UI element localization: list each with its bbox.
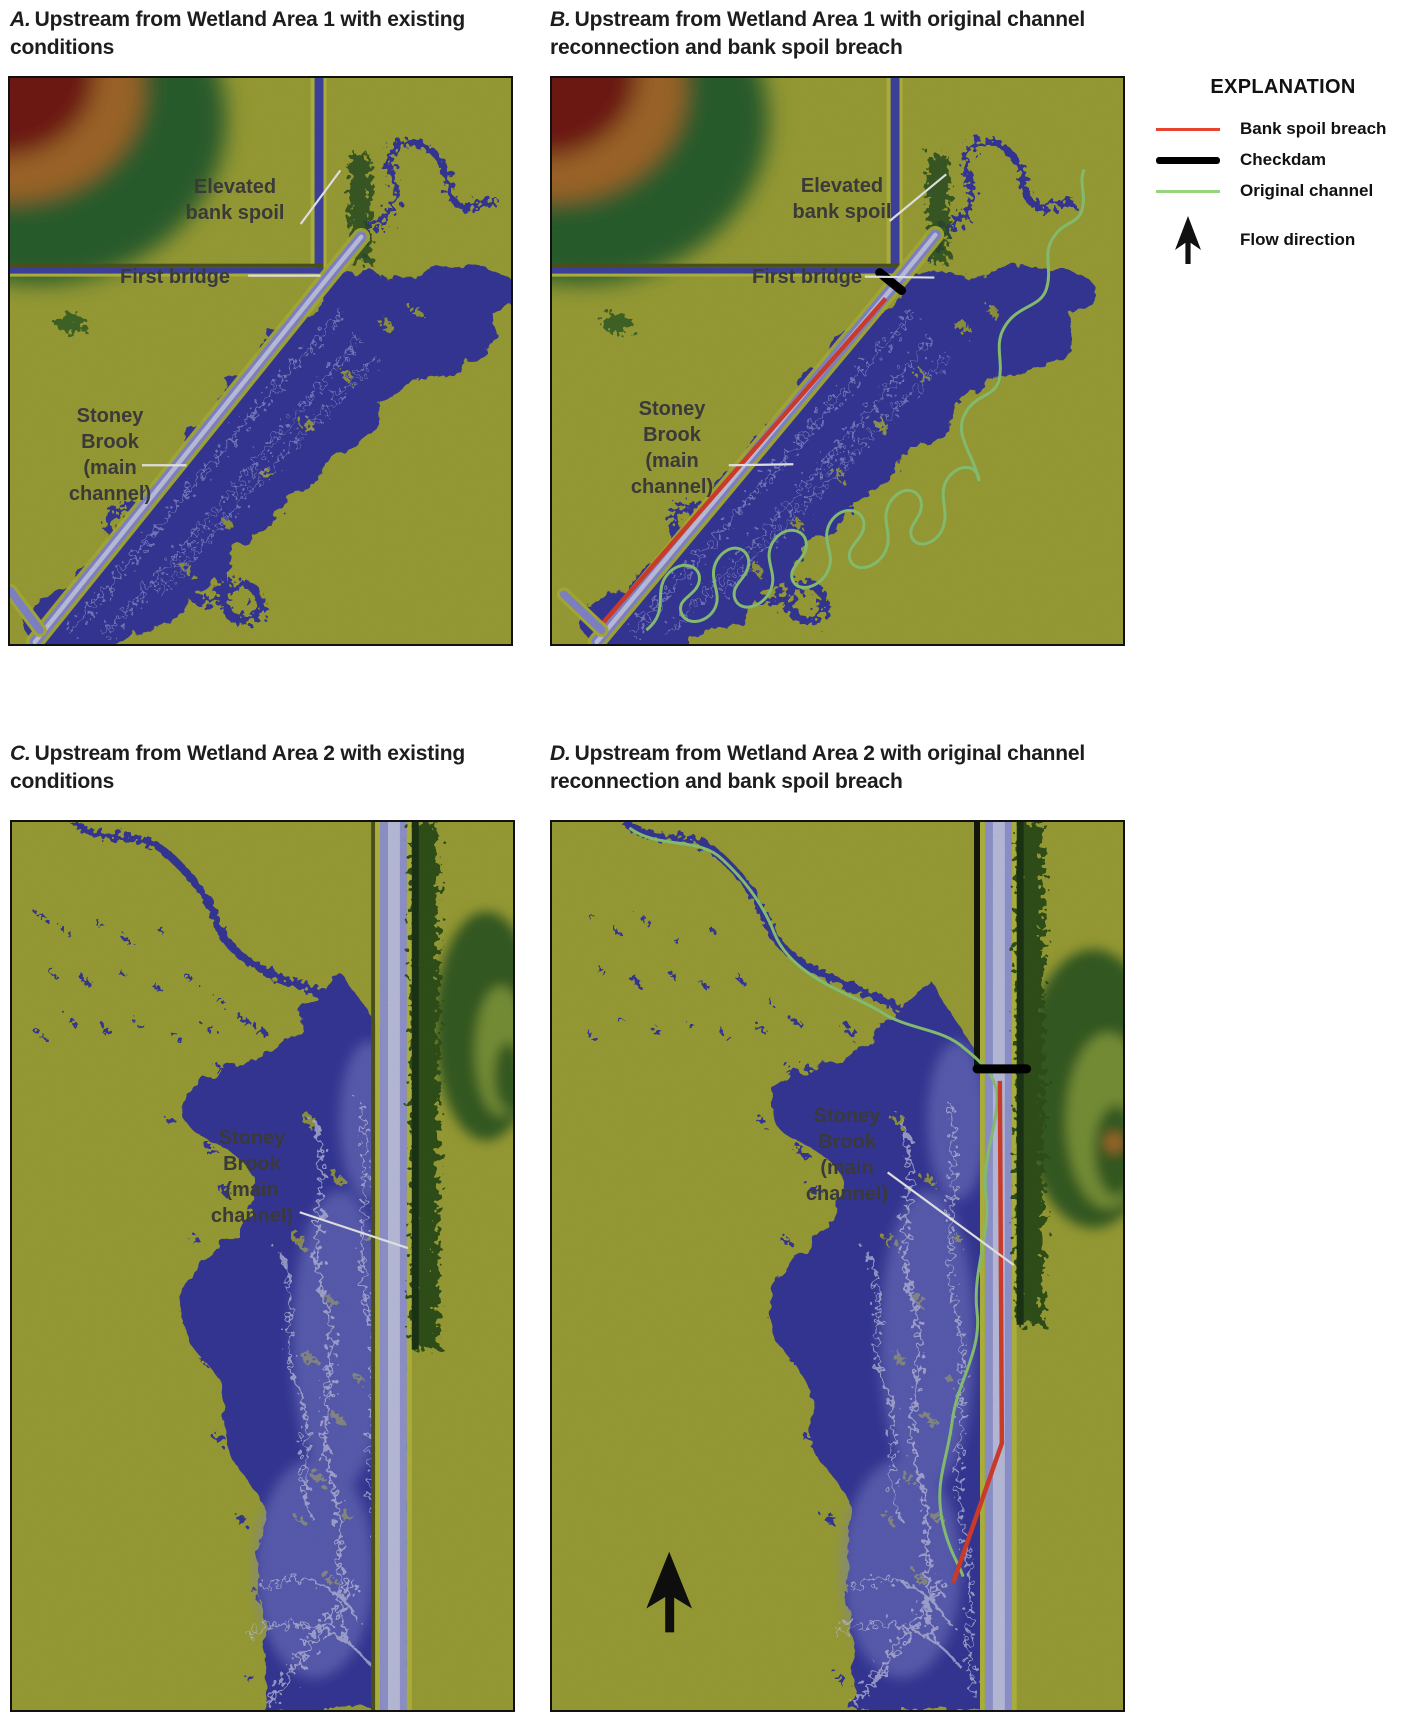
panel-b-map: Elevated bank spoil First bridge Stoney … [550, 76, 1125, 646]
flow-arrow-icon [1148, 215, 1228, 265]
legend-label: Original channel [1240, 181, 1374, 200]
red-line-icon [1148, 127, 1228, 131]
legend: EXPLANATION Bank spoil breach Checkdam O… [1148, 76, 1418, 276]
panel-a-title: A. Upstream from Wetland Area 1 with exis… [10, 6, 490, 62]
label-stoney-brook: Stoney Brook (main channel) [805, 1105, 889, 1205]
panel-c-title: C. Upstream from Wetland Area 2 with exis… [10, 740, 490, 796]
panel-d-map: Stoney Brook (main channel) [550, 820, 1125, 1712]
checkdam-line-icon [1148, 156, 1228, 164]
panel-a-letter: A. [10, 8, 31, 31]
panel-d-title: D. Upstream from Wetland Area 2 with orig… [550, 740, 1095, 796]
legend-label: Bank spoil breach [1240, 119, 1387, 138]
legend-label: Flow direction [1240, 230, 1356, 249]
label-elevated-bank-spoil: Elevated bank spoil [185, 176, 285, 224]
panel-d-letter: D. [550, 742, 571, 765]
label-stoney-brook: Stoney Brook (main channel) [630, 398, 714, 498]
legend-row-flow-direction: Flow direction [1148, 215, 1418, 265]
grain-texture [12, 822, 513, 1710]
grain-texture [10, 78, 511, 644]
terrain-raster-d [552, 822, 1123, 1710]
legend-label: Checkdam [1240, 150, 1326, 169]
green-line-icon [1148, 189, 1228, 193]
terrain-raster-c [12, 822, 513, 1710]
panel-b-letter: B. [550, 8, 571, 31]
grain-texture [552, 822, 1123, 1710]
panel-c-title-text: Upstream from Wetland Area 2 with existi… [10, 742, 465, 793]
panel-d-title-text: Upstream from Wetland Area 2 with origin… [550, 742, 1086, 793]
terrain-raster-b [552, 78, 1123, 644]
label-stoney-brook: Stoney Brook (main channel) [210, 1127, 294, 1227]
panel-c-letter: C. [10, 742, 31, 765]
panel-a-map: Elevated bank spoil First bridge Stoney … [8, 76, 513, 646]
terrain-raster-a [10, 78, 511, 644]
legend-row-checkdam: Checkdam [1148, 150, 1418, 170]
legend-row-original-channel: Original channel [1148, 181, 1418, 201]
panel-a-title-text: Upstream from Wetland Area 1 with existi… [10, 8, 465, 59]
panel-b-title: B. Upstream from Wetland Area 1 with orig… [550, 6, 1095, 62]
legend-row-bank-spoil-breach: Bank spoil breach [1148, 119, 1418, 139]
label-first-bridge: First bridge [752, 266, 863, 288]
label-stoney-brook: Stoney Brook (main channel) [68, 405, 152, 505]
panel-c-map: Stoney Brook (main channel) [10, 820, 515, 1712]
label-first-bridge: First bridge [120, 266, 231, 288]
label-elevated-bank-spoil: Elevated bank spoil [792, 175, 892, 223]
legend-title: EXPLANATION [1210, 76, 1356, 98]
panel-b-title-text: Upstream from Wetland Area 1 with origin… [550, 8, 1086, 59]
grain-texture [552, 78, 1123, 644]
